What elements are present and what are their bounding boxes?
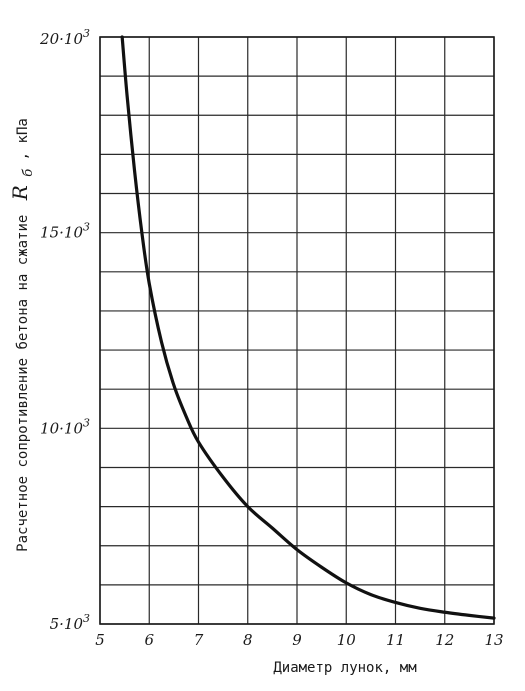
x-tick-label: 5 [95, 631, 105, 649]
y-tick-label: 10·103 [40, 416, 90, 437]
x-tick-label: 6 [144, 631, 154, 649]
x-tick-label: 12 [435, 631, 454, 649]
x-tick-label: 11 [386, 631, 405, 649]
x-tick-label: 7 [194, 631, 204, 649]
y-tick-label: 15·103 [40, 221, 90, 242]
y-axis-title-unit: , кПа [15, 118, 31, 160]
y-axis-title: Расчетное сопротивление бетона на сжатие… [8, 118, 36, 552]
y-axis-title-symbol: R [8, 185, 32, 201]
x-tick-label: 10 [337, 631, 357, 649]
x-axis-title: Диаметр лунок, мм [273, 660, 417, 676]
x-tick-labels: 5 6 7 8 9 10 11 12 13 [95, 631, 503, 649]
y-tick-labels: 5·103 10·103 15·103 20·103 [39, 27, 90, 633]
y-tick-label: 20·103 [39, 27, 90, 48]
y-axis-title-subscript: б [21, 169, 36, 177]
series-layer [120, 35, 496, 620]
x-tick-label: 9 [292, 631, 302, 649]
x-tick-label: 8 [243, 631, 253, 649]
series-line [120, 35, 496, 620]
x-tick-label: 13 [484, 631, 503, 649]
y-tick-label: 5·103 [50, 612, 90, 633]
y-axis-title-text: Расчетное сопротивление бетона на сжатие [15, 215, 31, 552]
plot-frame [99, 36, 495, 625]
